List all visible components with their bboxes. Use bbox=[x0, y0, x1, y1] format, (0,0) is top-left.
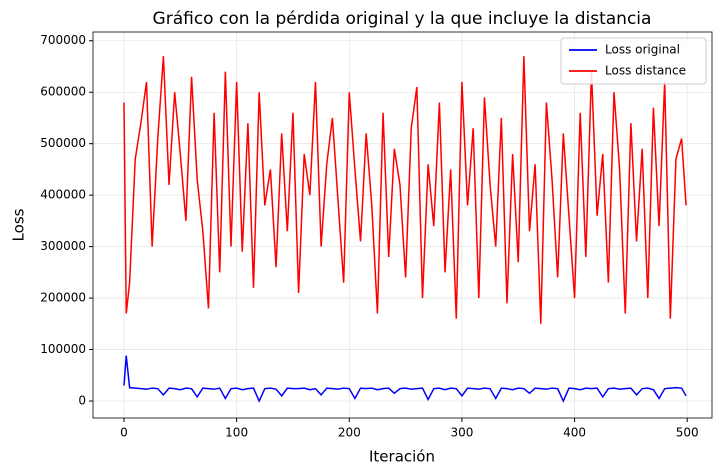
x-axis-label: Iteración bbox=[369, 448, 435, 466]
y-tick-label: 700000 bbox=[40, 33, 86, 47]
y-tick-label: 300000 bbox=[40, 239, 86, 253]
legend-box bbox=[560, 37, 707, 85]
series-line bbox=[123, 355, 687, 403]
legend-label: Loss distance bbox=[605, 64, 686, 78]
y-tick-label: 600000 bbox=[40, 85, 86, 99]
x-tick-label: 100 bbox=[225, 426, 248, 440]
series-line bbox=[123, 56, 687, 324]
plot-frame bbox=[92, 31, 713, 419]
y-tick-label: 0 bbox=[78, 394, 86, 408]
y-axis-label: Loss bbox=[10, 208, 28, 241]
x-tick-label: 0 bbox=[120, 426, 128, 440]
legend: Loss original Loss distance bbox=[560, 37, 707, 85]
y-tick-label: 100000 bbox=[40, 342, 86, 356]
y-tick-label: 400000 bbox=[40, 188, 86, 202]
legend-label: Loss original bbox=[605, 43, 680, 57]
y-tick-label: 500000 bbox=[40, 136, 86, 150]
chart-title: Gráfico con la pérdida original y la que… bbox=[153, 9, 652, 29]
x-tick-label: 300 bbox=[450, 426, 473, 440]
x-tick-label: 200 bbox=[338, 426, 361, 440]
y-tick-label: 200000 bbox=[40, 291, 86, 305]
x-tick-label: 400 bbox=[563, 426, 586, 440]
x-tick-label: 500 bbox=[676, 426, 699, 440]
